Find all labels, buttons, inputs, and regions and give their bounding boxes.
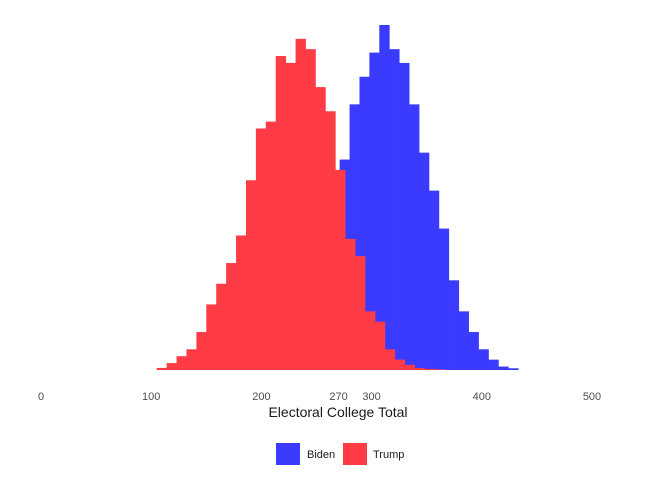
biden-bar: [429, 191, 439, 370]
trump-bar: [167, 363, 177, 370]
biden-bar: [389, 49, 399, 370]
trump-bar: [365, 311, 375, 370]
trump-bar: [236, 235, 246, 370]
trump-bar: [276, 56, 286, 370]
trump-bar: [345, 239, 355, 370]
trump-bar: [196, 332, 206, 370]
trump-bar: [186, 349, 196, 370]
biden-bar: [409, 104, 419, 370]
trump-bar: [246, 180, 256, 370]
trump-bar: [405, 365, 415, 370]
biden-bar: [399, 63, 409, 370]
trump-bar: [206, 304, 216, 370]
biden-bar: [488, 360, 498, 370]
biden-bar: [498, 367, 508, 370]
x-tick-label: 400: [473, 391, 491, 403]
biden-bar: [469, 332, 479, 370]
trump-bar: [216, 284, 226, 370]
trump-bar: [385, 349, 395, 370]
biden-bar: [508, 368, 518, 370]
biden-bar: [379, 25, 389, 370]
trump-bar: [335, 170, 345, 370]
trump-bar: [395, 360, 405, 370]
trump-bar: [305, 49, 315, 370]
trump-bar: [315, 87, 325, 370]
trump-bar: [157, 368, 167, 370]
biden-bar: [439, 229, 449, 370]
biden-bar: [478, 349, 488, 370]
trump-bar: [415, 368, 425, 370]
trump-bar: [266, 122, 276, 370]
trump-bar: [434, 369, 444, 370]
biden-bar: [449, 280, 459, 370]
trump-bar: [425, 369, 435, 370]
x-axis-title: Electoral College Total: [268, 404, 407, 420]
x-axis-tick-labels: 0 100 200 270 300 400 500: [38, 391, 601, 403]
x-tick-label: 500: [583, 391, 601, 403]
trump-bar: [286, 63, 296, 370]
x-tick-label: 200: [252, 391, 270, 403]
trump-bar: [256, 129, 266, 371]
legend-key-biden: [276, 443, 300, 465]
x-tick-label: 0: [38, 391, 44, 403]
trump-bar: [375, 322, 385, 370]
trump-bar: [325, 111, 335, 370]
legend-key-trump: [343, 443, 367, 465]
trump-bar: [226, 263, 236, 370]
legend-label-biden: Biden: [307, 449, 335, 461]
x-tick-label: 100: [142, 391, 160, 403]
biden-bar: [459, 311, 469, 370]
x-tick-label: 270: [329, 391, 347, 403]
trump-bar: [355, 256, 365, 370]
biden-bar: [419, 153, 429, 370]
x-tick-label: 300: [362, 391, 380, 403]
trump-bar: [296, 39, 306, 370]
legend: Biden Trump: [276, 443, 404, 465]
trump-bar: [177, 356, 187, 370]
legend-label-trump: Trump: [373, 449, 404, 461]
